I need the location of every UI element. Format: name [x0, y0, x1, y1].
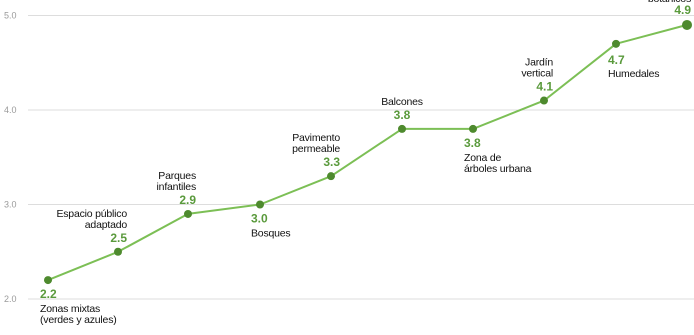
value-label: 2.5 — [110, 231, 127, 245]
data-point — [44, 276, 52, 285]
value-label: 3.0 — [251, 212, 268, 226]
data-point — [398, 124, 406, 133]
series-line-group — [47, 23, 688, 282]
category-label: árboles urbana — [464, 163, 532, 175]
y-tick-label: 2.0 — [4, 294, 17, 304]
value-label: 3.8 — [394, 108, 411, 122]
category-label: Bosques — [251, 228, 290, 240]
data-point — [327, 172, 335, 181]
category-label: Parques — [158, 170, 196, 182]
category-label: Zonas mixtas — [40, 303, 100, 315]
value-label: 3.3 — [323, 155, 340, 169]
data-point — [184, 209, 192, 218]
gridlines — [28, 15, 694, 300]
data-point — [256, 200, 264, 209]
category-label: Zona de — [464, 152, 501, 164]
category-label: Espacio público — [56, 208, 127, 220]
value-label: 4.9 — [674, 3, 691, 17]
category-label: Balcones — [381, 96, 423, 108]
series-line — [47, 23, 688, 282]
data-point — [612, 39, 620, 48]
y-tick-label: 5.0 — [4, 11, 17, 21]
value-label: 2.2 — [40, 287, 57, 301]
category-label: Jardín — [525, 57, 553, 69]
value-label: 2.9 — [179, 193, 196, 207]
data-point — [682, 19, 692, 30]
y-tick-label: 3.0 — [4, 200, 17, 210]
value-label: 4.1 — [536, 80, 553, 94]
value-label: 4.7 — [608, 53, 625, 67]
data-point — [114, 247, 122, 256]
y-axis-ticks: 2.0 3.0 4.0 5.0 — [4, 11, 17, 305]
category-label: Humedales — [608, 68, 659, 80]
category-label: (verdes y azules) — [40, 314, 117, 326]
category-label: adaptado — [85, 219, 128, 231]
point-labels: 2.2 Zonas mixtas(verdes y azules) 2.5 Espac… — [40, 0, 691, 326]
data-points — [44, 19, 692, 285]
data-point — [540, 96, 548, 105]
category-label: infantiles — [157, 181, 196, 193]
category-label: permeable — [292, 143, 340, 155]
category-label: Pavimento — [292, 132, 340, 144]
value-label: 3.8 — [464, 136, 481, 150]
category-label: vertical — [521, 68, 553, 80]
category-label: botánicos — [648, 0, 691, 5]
data-point — [469, 124, 477, 133]
y-tick-label: 4.0 — [4, 105, 17, 115]
